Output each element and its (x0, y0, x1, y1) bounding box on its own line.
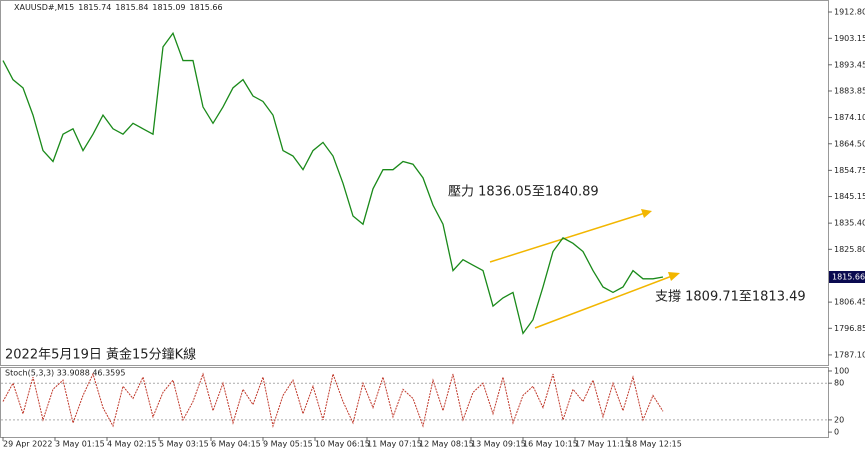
y-tick-label: 1893.45 (834, 60, 865, 69)
y-tick-label: 100 (834, 366, 849, 375)
y-tick-label: 1854.75 (834, 166, 865, 175)
y-tick-label: 80 (834, 379, 844, 388)
chart-caption: 2022年5月19日 黃金15分鐘K線 (5, 347, 196, 363)
stoch-title: Stoch(5,3,3) 33.9088 46.3595 (5, 369, 125, 378)
x-tick-label: 4 May 02:15 (107, 440, 157, 449)
y-tick-label: 1835.40 (834, 219, 865, 228)
x-tick-label: 11 May 07:15 (367, 440, 422, 449)
close: 1815.66 (189, 3, 223, 12)
x-tick-label: 6 May 04:15 (211, 440, 261, 449)
x-tick-label: 29 Apr 2022 (3, 440, 52, 449)
y-tick-label: 1806.45 (834, 298, 865, 307)
stoch-panel (0, 367, 829, 438)
stoch-line (2, 372, 664, 428)
y-tick-label: 20 (834, 415, 844, 424)
resistance-line (489, 212, 646, 263)
open: 1815.74 (78, 3, 112, 12)
y-tick-label: 1883.85 (834, 86, 865, 95)
header: XAUUSD#,M15 1815.74 1815.84 1815.09 1815.66 (14, 3, 227, 12)
y-tick-label: 1825.80 (834, 245, 865, 254)
low: 1815.09 (152, 3, 186, 12)
arrow-head (641, 209, 652, 218)
y-tick-label: 0 (834, 428, 839, 437)
arrow-head (668, 272, 680, 281)
x-tick-label: 10 May 06:15 (315, 440, 370, 449)
x-tick-label: 13 May 09:15 (471, 440, 526, 449)
x-tick-label: 5 May 03:15 (159, 440, 209, 449)
symbol: XAUUSD#,M15 (14, 3, 75, 12)
price-box (829, 270, 865, 283)
price-line (2, 31, 664, 335)
support-label: 支撐 1809.71至1813.49 (655, 290, 806, 305)
support-line (534, 275, 673, 329)
y-tick-label: 1845.15 (834, 192, 865, 201)
high: 1815.84 (115, 3, 149, 12)
y-tick-label: 1912.80 (834, 8, 865, 17)
y-tick-label: 1864.50 (834, 139, 865, 148)
x-tick-label: 3 May 01:15 (55, 440, 105, 449)
x-tick-label: 17 May 11:15 (575, 440, 630, 449)
price-box-label: 1815.66 (832, 272, 865, 281)
y-tick-label: 1787.10 (834, 350, 865, 359)
x-tick-label: 9 May 05:15 (263, 440, 313, 449)
x-tick-label: 12 May 08:15 (419, 440, 474, 449)
main-panel (0, 0, 829, 366)
y-tick-label: 1874.10 (834, 113, 865, 122)
resistance-label: 壓力 1836.05至1840.89 (448, 185, 599, 200)
y-tick-label: 1796.85 (834, 324, 865, 333)
x-tick-label: 18 May 12:15 (627, 440, 682, 449)
x-tick-label: 16 May 10:15 (523, 440, 578, 449)
y-tick-label: 1903.15 (834, 34, 865, 43)
